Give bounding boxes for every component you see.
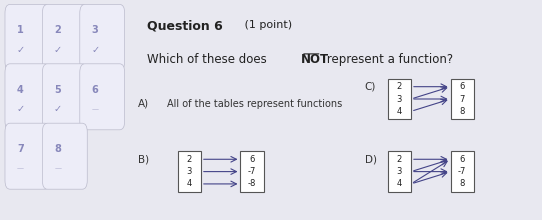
Text: A): A) [138,99,150,109]
Text: C): C) [365,81,376,91]
Text: 6: 6 [460,82,465,91]
Text: 2: 2 [187,155,192,164]
FancyBboxPatch shape [5,123,50,189]
Text: 6: 6 [92,84,99,95]
Text: 8: 8 [460,180,465,188]
Text: B): B) [138,154,150,164]
Text: 8: 8 [54,144,61,154]
Text: 1: 1 [17,25,24,35]
Text: ✓: ✓ [54,104,62,114]
Text: 2: 2 [397,82,402,91]
Text: ✓: ✓ [16,44,24,55]
Text: 2: 2 [54,25,61,35]
Text: represent a function?: represent a function? [323,53,453,66]
FancyBboxPatch shape [5,64,50,130]
Text: -7: -7 [248,167,256,176]
Text: —: — [17,165,24,171]
FancyBboxPatch shape [450,79,474,119]
Text: ✓: ✓ [54,44,62,55]
Text: 6: 6 [249,155,255,164]
FancyBboxPatch shape [178,151,201,192]
Text: 8: 8 [460,107,465,116]
Text: D): D) [365,154,377,164]
Text: 5: 5 [54,84,61,95]
FancyBboxPatch shape [450,151,474,192]
FancyBboxPatch shape [388,151,411,192]
FancyBboxPatch shape [42,4,87,70]
FancyBboxPatch shape [5,4,50,70]
Text: 4: 4 [397,107,402,116]
Text: ✓: ✓ [91,44,99,55]
Text: 7: 7 [17,144,24,154]
FancyBboxPatch shape [80,64,125,130]
FancyBboxPatch shape [388,79,411,119]
Text: -7: -7 [458,167,466,176]
Text: 4: 4 [397,180,402,188]
Text: 7: 7 [460,95,465,103]
FancyBboxPatch shape [241,151,263,192]
Text: 3: 3 [186,167,192,176]
Text: 3: 3 [397,167,402,176]
Text: NOT: NOT [301,53,329,66]
Text: —: — [54,165,61,171]
Text: 6: 6 [460,155,465,164]
FancyBboxPatch shape [80,4,125,70]
Text: 2: 2 [397,155,402,164]
Text: 3: 3 [397,95,402,103]
Text: 4: 4 [17,84,24,95]
Text: —: — [92,106,99,112]
FancyBboxPatch shape [42,123,87,189]
Text: ✓: ✓ [16,104,24,114]
Text: (1 point): (1 point) [241,20,293,30]
Text: -8: -8 [248,180,256,188]
Text: Which of these does: Which of these does [146,53,270,66]
Text: 4: 4 [187,180,192,188]
Text: All of the tables represent functions: All of the tables represent functions [167,99,343,109]
Text: Question 6: Question 6 [146,20,222,33]
Text: 3: 3 [92,25,99,35]
FancyBboxPatch shape [42,64,87,130]
